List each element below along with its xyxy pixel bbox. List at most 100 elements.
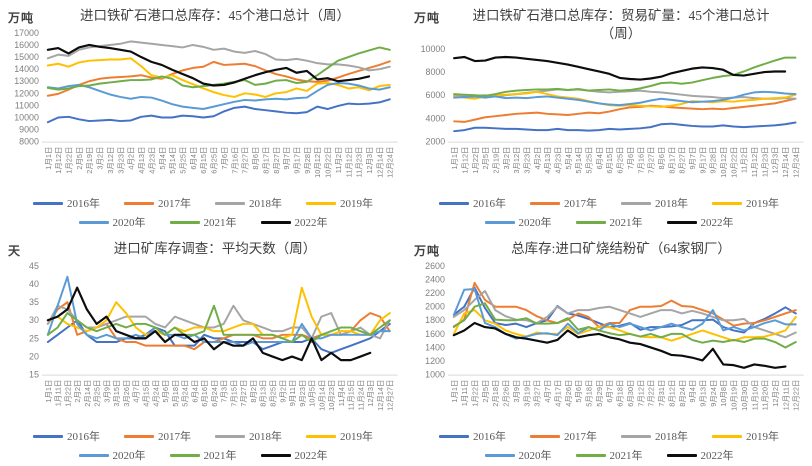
x-tick-label: 10月19日 xyxy=(730,380,739,411)
x-tick-label: 6月15日 xyxy=(605,147,614,174)
legend-item-2019: 2019年 xyxy=(712,428,779,444)
y-tick-label: 9000 xyxy=(19,125,39,135)
series-line-2019 xyxy=(452,309,797,342)
x-tick-label: 12月24日 xyxy=(386,147,395,178)
x-tick-label: 9月2日 xyxy=(278,380,287,403)
x-tick-label: 7月12日 xyxy=(636,380,645,407)
x-tick-label: 4月13日 xyxy=(137,147,146,174)
legend-label: 2021年 xyxy=(609,217,643,229)
x-tick-label: 5月4日 xyxy=(564,147,573,170)
x-tick-label: 10月22日 xyxy=(729,147,738,178)
y-tick-label: 15 xyxy=(29,370,39,380)
x-tick-label: 8月17日 xyxy=(261,147,270,174)
legend-label: 2019年 xyxy=(746,431,779,443)
y-tick-label: 10000 xyxy=(421,44,446,54)
series-line-2022 xyxy=(453,56,787,81)
chart-total-sinter-fines-inventory: 万吨 总库存:进口矿烧结粉矿（64家钢厂） 1000 1200 1400 1600 18… xyxy=(406,233,812,466)
x-tick-label: 4月13日 xyxy=(543,147,552,174)
y-tick-label: 13000 xyxy=(14,76,39,86)
legend-label: 2018年 xyxy=(655,431,688,443)
chart-legend: 2016年 2017年 2018年 2019年 2020年 2021年 2022年 xyxy=(406,195,812,233)
series-line-2021 xyxy=(46,304,391,344)
series-line-2016 xyxy=(46,319,391,354)
chart-legend: 2016年 2017年 2018年 2019年 2020年 2021年 2022年 xyxy=(0,428,406,466)
x-tick-label: 6月4日 xyxy=(190,380,199,403)
x-tick-label: 1月22日 xyxy=(65,147,74,174)
legend-row: 2020年 2021年 2022年 xyxy=(0,447,406,463)
x-tick-label: 12月24日 xyxy=(791,147,800,178)
x-tick-label: 12月14日 xyxy=(375,147,384,178)
x-tick-label: 7月22日 xyxy=(647,380,656,407)
x-tick-label: 8月27日 xyxy=(272,147,281,174)
x-tick-label: 5月29日 xyxy=(595,380,604,407)
x-tick-label: 1月1日 xyxy=(450,380,459,403)
y-tick-label: 10000 xyxy=(14,112,39,122)
x-tick-label: 9月7日 xyxy=(688,147,697,170)
x-tick-label: 5月4日 xyxy=(158,147,167,170)
x-tick-label: 6月16日 xyxy=(200,380,209,407)
legend-item-2017: 2017年 xyxy=(124,195,191,211)
y-tick-label: 40 xyxy=(29,279,39,289)
legend-swatch xyxy=(712,434,742,438)
legend-item-2016: 2016年 xyxy=(439,428,506,444)
y-tick-label: 16000 xyxy=(14,40,39,50)
x-tick-label: 12月3日 xyxy=(366,380,375,407)
y-tick-label: 14000 xyxy=(14,64,39,74)
x-tick-label: 8月24日 xyxy=(678,380,687,407)
x-tick-label: 11月12日 xyxy=(750,147,759,178)
legend-item-2020: 2020年 xyxy=(78,447,146,463)
x-tick-label: 3月23日 xyxy=(522,147,531,174)
x-tick-label: 1月22日 xyxy=(63,380,72,407)
chart-legend: 2016年 2017年 2018年 2019年 2020年 2021年 2022年 xyxy=(0,195,406,233)
y-tick-label: 30 xyxy=(29,315,39,325)
legend-label: 2016年 xyxy=(473,431,506,443)
x-tick-label: 7月16日 xyxy=(230,147,239,174)
x-tick-label: 11月12日 xyxy=(344,147,353,178)
y-tick-label: 2400 xyxy=(425,274,445,284)
x-tick-label: 6月25日 xyxy=(616,147,625,174)
x-tick-label: 2月26日 xyxy=(502,380,511,407)
x-tick-label: 9月23日 xyxy=(298,380,307,407)
x-tick-label: 1月11日 xyxy=(460,380,469,407)
x-tick-label: 6月24日 xyxy=(210,380,219,407)
y-tick-label: 2000 xyxy=(426,137,446,147)
x-tick-label: 9月11日 xyxy=(288,380,297,407)
x-tick-label: 4月23日 xyxy=(554,147,563,174)
legend-swatch xyxy=(169,220,200,224)
y-axis-unit-label: 万吨 xyxy=(414,244,441,258)
x-tick-label: 2月18日 xyxy=(491,380,500,407)
x-tick-label: 2月19日 xyxy=(85,147,94,174)
chart-imported-ore-average-days: 天 进口矿库存调查：平均天数（周） 15 20 25 30 35 40 45 1月1日 1月11… xyxy=(0,233,406,466)
legend-swatch xyxy=(169,453,200,457)
x-tick-label: 9月24日 xyxy=(709,380,718,407)
legend-item-2020: 2020年 xyxy=(484,214,552,230)
legend-row: 2016年 2017年 2018年 2019年 xyxy=(406,195,812,211)
legend-swatch xyxy=(484,220,515,224)
x-tick-label: 10月30日 xyxy=(740,380,749,411)
x-tick-label: 7月6日 xyxy=(220,147,229,170)
x-tick-label: 3月2日 xyxy=(502,147,511,170)
x-tick-label: 7月31日 xyxy=(657,380,666,407)
legend-item-2019: 2019年 xyxy=(712,195,779,211)
legend-label: 2019年 xyxy=(746,198,779,210)
x-tick-label: 2月5日 xyxy=(75,147,84,170)
x-tick-label: 11月10日 xyxy=(750,380,759,411)
series-line-2017 xyxy=(453,97,797,123)
y-tick-label: 2000 xyxy=(425,302,445,312)
y-tick-label: 35 xyxy=(29,297,39,307)
legend-swatch xyxy=(124,434,154,438)
legend-swatch xyxy=(124,201,154,205)
x-tick-label: 10月5日 xyxy=(308,380,317,407)
x-tick-label: 2月5日 xyxy=(481,147,490,170)
legend-item-2016: 2016年 xyxy=(439,195,506,211)
legend-swatch xyxy=(215,434,245,438)
x-tick-label: 12月27日 xyxy=(386,380,395,411)
series-line-2017 xyxy=(452,281,797,329)
x-tick-label: 5月14日 xyxy=(574,147,583,174)
legend-row: 2016年 2017年 2018年 2019年 xyxy=(0,428,406,444)
x-tick-label: 10月14日 xyxy=(317,380,326,411)
legend-label: 2022年 xyxy=(294,217,328,229)
y-tick-label: 4000 xyxy=(426,114,446,124)
x-tick-label: 3月19日 xyxy=(522,380,531,407)
legend-label: 2016年 xyxy=(67,431,100,443)
